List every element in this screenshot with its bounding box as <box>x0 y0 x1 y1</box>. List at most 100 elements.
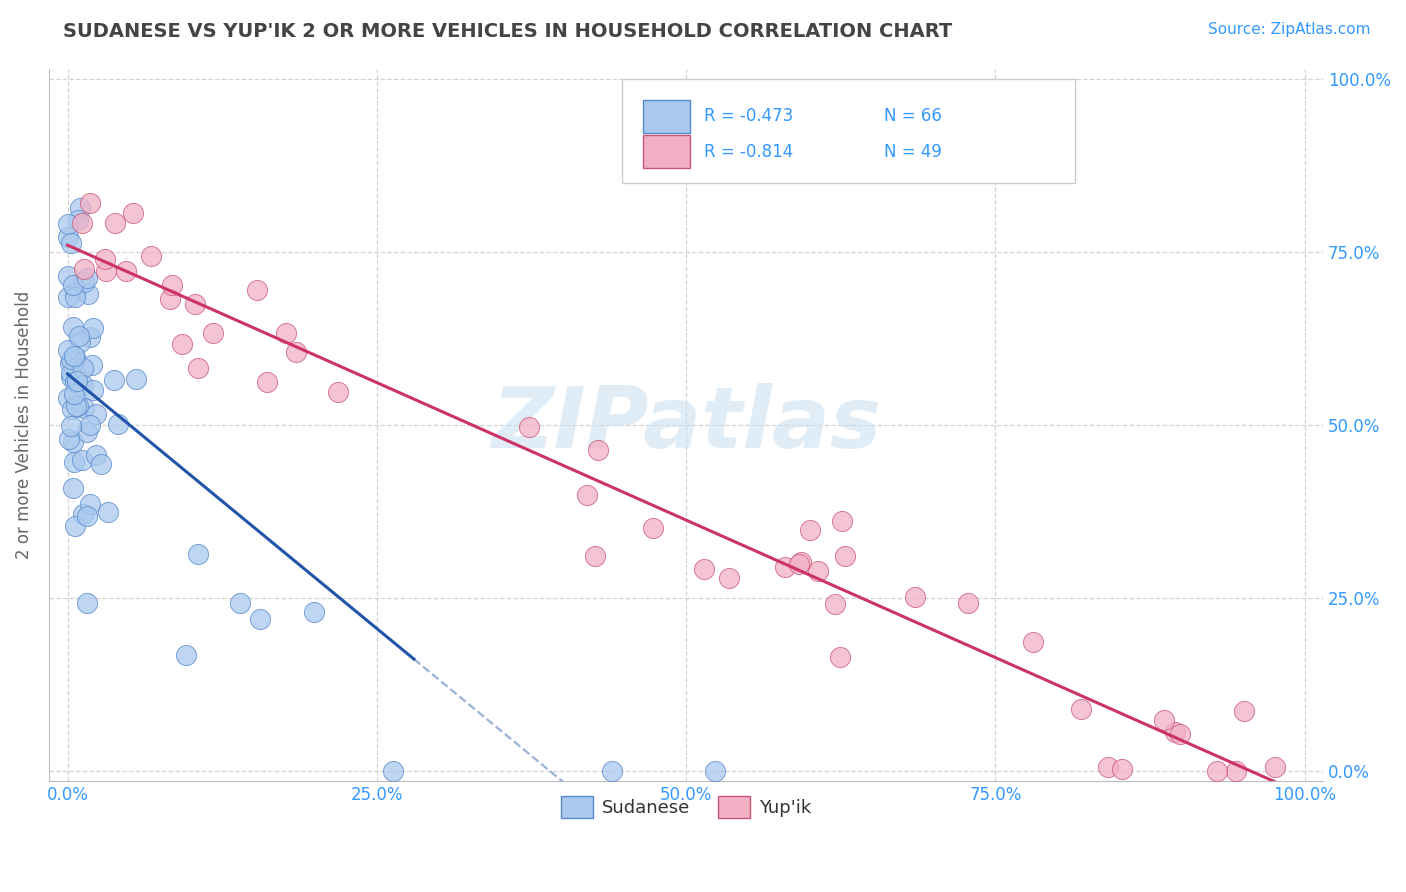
Point <box>187 547 209 561</box>
Point <box>63 354 86 368</box>
Point <box>76 425 98 439</box>
FancyBboxPatch shape <box>623 79 1074 183</box>
Point <box>60 352 83 367</box>
Text: N = 66: N = 66 <box>883 107 942 125</box>
Point <box>704 764 727 778</box>
Point <box>73 262 96 277</box>
Point <box>63 519 86 533</box>
Text: ZIPatlas: ZIPatlas <box>491 384 882 467</box>
Point <box>63 290 86 304</box>
Point <box>79 329 101 343</box>
Point <box>285 344 308 359</box>
Point <box>1097 759 1119 773</box>
Point <box>58 432 80 446</box>
Point <box>59 235 82 250</box>
Point <box>62 481 84 495</box>
Point <box>586 442 609 457</box>
Point <box>60 419 83 434</box>
Point <box>125 372 148 386</box>
Point <box>693 562 716 576</box>
Point <box>202 326 225 341</box>
Point <box>62 386 84 401</box>
Point <box>69 334 91 349</box>
Point <box>79 418 101 433</box>
Point <box>830 650 852 665</box>
Point <box>583 549 606 564</box>
Point <box>381 764 404 778</box>
Point <box>103 373 125 387</box>
Legend: Sudanese, Yup'ik: Sudanese, Yup'ik <box>554 789 818 825</box>
Point <box>775 560 797 574</box>
Text: SUDANESE VS YUP'IK 2 OR MORE VEHICLES IN HOUSEHOLD CORRELATION CHART: SUDANESE VS YUP'IK 2 OR MORE VEHICLES IN… <box>63 22 952 41</box>
Point <box>63 375 86 389</box>
Point <box>1111 763 1133 777</box>
Point <box>246 283 269 297</box>
Point <box>76 287 98 301</box>
Point <box>58 269 80 284</box>
Point <box>183 297 205 311</box>
Point <box>65 399 87 413</box>
Point <box>79 497 101 511</box>
Point <box>66 374 89 388</box>
Point <box>824 597 846 611</box>
Point <box>70 452 93 467</box>
Text: N = 49: N = 49 <box>883 143 942 161</box>
Point <box>576 488 599 502</box>
Point <box>73 275 96 289</box>
Point <box>1225 764 1247 778</box>
Text: R = -0.814: R = -0.814 <box>704 143 793 161</box>
Point <box>96 505 118 519</box>
Point <box>807 565 830 579</box>
Point <box>65 350 87 364</box>
Point <box>1206 764 1229 778</box>
Point <box>62 278 84 293</box>
Point <box>60 370 83 384</box>
Point <box>249 612 271 626</box>
Point <box>60 402 83 417</box>
Point <box>187 361 209 376</box>
Point <box>174 648 197 662</box>
Point <box>1153 713 1175 727</box>
Point <box>160 278 183 293</box>
Point <box>76 596 98 610</box>
Y-axis label: 2 or more Vehicles in Household: 2 or more Vehicles in Household <box>15 291 32 559</box>
Point <box>72 508 94 522</box>
Point <box>56 343 79 358</box>
FancyBboxPatch shape <box>643 136 690 169</box>
Point <box>1264 759 1286 773</box>
Point <box>115 264 138 278</box>
Point <box>62 350 84 364</box>
Point <box>94 252 117 267</box>
Point <box>94 264 117 278</box>
Point <box>1070 702 1092 716</box>
Point <box>904 591 927 605</box>
Point <box>69 201 91 215</box>
Point <box>302 605 325 619</box>
Point <box>956 596 979 610</box>
Point <box>82 321 104 335</box>
FancyBboxPatch shape <box>643 100 690 133</box>
Point <box>141 249 163 263</box>
Point <box>60 366 83 380</box>
Text: R = -0.473: R = -0.473 <box>704 107 793 125</box>
Point <box>56 217 79 231</box>
Point <box>63 455 86 469</box>
Point <box>76 271 98 285</box>
Point <box>56 392 79 406</box>
Point <box>170 337 193 351</box>
Point <box>831 514 853 528</box>
Point <box>58 356 80 370</box>
Point <box>58 230 80 244</box>
Point <box>76 508 98 523</box>
Point <box>69 329 91 343</box>
Point <box>1233 705 1256 719</box>
Point <box>1022 635 1045 649</box>
Point <box>121 206 143 220</box>
Point <box>159 292 181 306</box>
Point <box>799 523 821 537</box>
Point <box>67 399 90 413</box>
Point <box>84 407 107 421</box>
Point <box>104 216 127 230</box>
Point <box>107 417 129 432</box>
Point <box>326 385 349 400</box>
